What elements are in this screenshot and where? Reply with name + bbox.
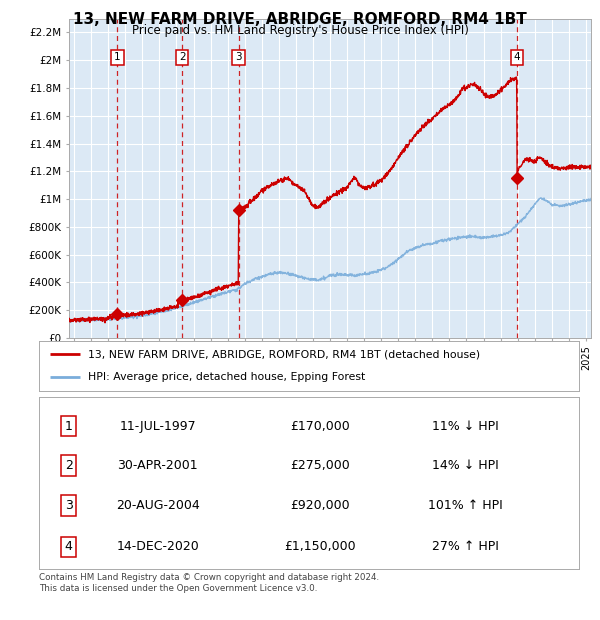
Text: HPI: Average price, detached house, Epping Forest: HPI: Average price, detached house, Eppi… <box>88 372 365 382</box>
Text: 11% ↓ HPI: 11% ↓ HPI <box>432 420 499 433</box>
Text: £275,000: £275,000 <box>290 459 350 472</box>
Text: 20-AUG-2004: 20-AUG-2004 <box>116 499 200 512</box>
Text: 13, NEW FARM DRIVE, ABRIDGE, ROMFORD, RM4 1BT: 13, NEW FARM DRIVE, ABRIDGE, ROMFORD, RM… <box>73 12 527 27</box>
Text: 2: 2 <box>179 53 185 63</box>
Text: 3: 3 <box>65 499 73 512</box>
Text: 30-APR-2001: 30-APR-2001 <box>118 459 198 472</box>
Text: Contains HM Land Registry data © Crown copyright and database right 2024.
This d: Contains HM Land Registry data © Crown c… <box>39 574 379 593</box>
Text: 4: 4 <box>514 53 520 63</box>
Text: Price paid vs. HM Land Registry's House Price Index (HPI): Price paid vs. HM Land Registry's House … <box>131 24 469 37</box>
Text: 13, NEW FARM DRIVE, ABRIDGE, ROMFORD, RM4 1BT (detached house): 13, NEW FARM DRIVE, ABRIDGE, ROMFORD, RM… <box>88 350 480 360</box>
Text: 1: 1 <box>65 420 73 433</box>
Text: 2: 2 <box>65 459 73 472</box>
Text: 11-JUL-1997: 11-JUL-1997 <box>119 420 196 433</box>
Text: 14% ↓ HPI: 14% ↓ HPI <box>432 459 499 472</box>
Text: 4: 4 <box>65 540 73 553</box>
Text: £920,000: £920,000 <box>290 499 350 512</box>
Text: 14-DEC-2020: 14-DEC-2020 <box>116 540 199 553</box>
Text: 1: 1 <box>114 53 121 63</box>
Text: £170,000: £170,000 <box>290 420 350 433</box>
Text: £1,150,000: £1,150,000 <box>284 540 356 553</box>
Text: 27% ↑ HPI: 27% ↑ HPI <box>432 540 499 553</box>
Text: 3: 3 <box>235 53 242 63</box>
Text: 101% ↑ HPI: 101% ↑ HPI <box>428 499 503 512</box>
